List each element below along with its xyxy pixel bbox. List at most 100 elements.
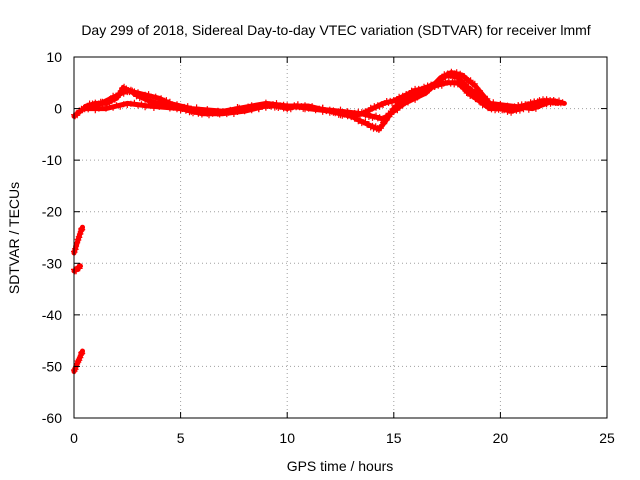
data-point	[273, 100, 280, 107]
y-tick-label: 0	[54, 101, 62, 117]
data-point	[465, 89, 472, 96]
data-point	[469, 86, 475, 93]
data-point	[362, 118, 369, 125]
data-point	[81, 104, 88, 110]
x-axis-label: GPS time / hours	[287, 458, 394, 474]
data-point	[484, 95, 491, 102]
data-point	[193, 104, 200, 111]
data-point	[365, 121, 372, 128]
data-point	[166, 98, 173, 105]
y-tick-label: -20	[42, 204, 62, 220]
data-point	[214, 107, 221, 114]
data-point	[255, 103, 262, 110]
x-tick-label: 20	[493, 430, 509, 446]
data-point	[174, 101, 180, 108]
data-point	[532, 105, 539, 112]
data-point	[163, 97, 170, 104]
data-point	[461, 73, 468, 79]
data-point	[131, 99, 138, 106]
data-point	[142, 91, 149, 98]
data-point	[77, 263, 83, 270]
data-point	[422, 90, 429, 97]
data-point	[145, 102, 152, 109]
y-tick-label: -10	[42, 152, 62, 168]
series-sdtvar	[71, 68, 567, 375]
data-point	[355, 108, 362, 115]
data-point	[106, 103, 113, 110]
data-point	[166, 105, 173, 112]
data-point	[408, 96, 415, 103]
data-point	[319, 104, 326, 111]
data-point	[497, 100, 504, 107]
data-point	[270, 101, 276, 108]
data-point	[103, 99, 109, 106]
data-point	[341, 109, 348, 116]
data-point	[150, 105, 157, 111]
data-point	[328, 108, 335, 115]
data-point	[124, 102, 131, 108]
data-point	[138, 92, 145, 99]
data-point	[399, 102, 406, 109]
data-point	[209, 108, 216, 115]
y-tick-label: -60	[42, 410, 62, 426]
data-point	[310, 105, 317, 112]
y-tick-label: -30	[42, 255, 62, 271]
data-point	[181, 103, 188, 110]
data-point	[127, 100, 134, 107]
data-point	[353, 115, 360, 122]
x-tick-label: 15	[386, 430, 402, 446]
data-point	[461, 85, 468, 92]
x-tick-label: 10	[279, 430, 295, 446]
data-point	[198, 107, 205, 114]
data-point	[490, 99, 497, 106]
data-point	[79, 226, 86, 233]
data-point	[337, 106, 344, 113]
data-point	[543, 101, 550, 108]
plot-border	[73, 56, 608, 419]
data-point	[120, 101, 127, 108]
data-point	[467, 77, 474, 84]
data-point	[405, 99, 411, 106]
data-point	[262, 99, 269, 106]
data-point	[142, 104, 149, 111]
data-point	[504, 102, 511, 109]
data-point	[432, 81, 439, 88]
x-tick-label: 5	[177, 430, 185, 446]
y-tick-label: 10	[46, 49, 62, 65]
data-point	[234, 104, 241, 110]
data-point	[547, 98, 554, 105]
axis-ticks: 0 5 10 15 20 25 10 0 -10 -20 -30 -40 -50 -60	[42, 49, 615, 446]
data-point	[280, 101, 287, 108]
x-tick-label: 0	[70, 430, 78, 446]
data-point	[110, 104, 117, 111]
data-point	[266, 102, 273, 109]
data-point	[525, 106, 532, 113]
data-point	[117, 103, 124, 110]
data-point	[220, 109, 227, 116]
data-point	[302, 106, 308, 113]
data-point	[103, 105, 109, 112]
data-point	[378, 125, 384, 132]
data-point	[536, 103, 543, 109]
data-point	[85, 106, 92, 113]
data-point	[149, 94, 156, 101]
data-point	[145, 91, 152, 98]
data-point	[540, 100, 546, 107]
data-point	[351, 109, 358, 116]
data-point	[427, 85, 434, 92]
y-tick-label: -50	[42, 358, 62, 374]
data-point	[476, 87, 483, 94]
y-tick-label: -40	[42, 307, 62, 323]
data-point	[135, 89, 141, 96]
data-point	[92, 101, 99, 108]
chart-title: Day 299 of 2018, Sidereal Day-to-day VTE…	[81, 22, 590, 38]
data-point	[79, 350, 86, 357]
data-point	[248, 102, 255, 109]
data-point	[522, 103, 529, 110]
data-point	[188, 105, 195, 112]
data-point	[415, 93, 422, 100]
data-point	[412, 96, 419, 103]
series-layer	[71, 68, 567, 375]
